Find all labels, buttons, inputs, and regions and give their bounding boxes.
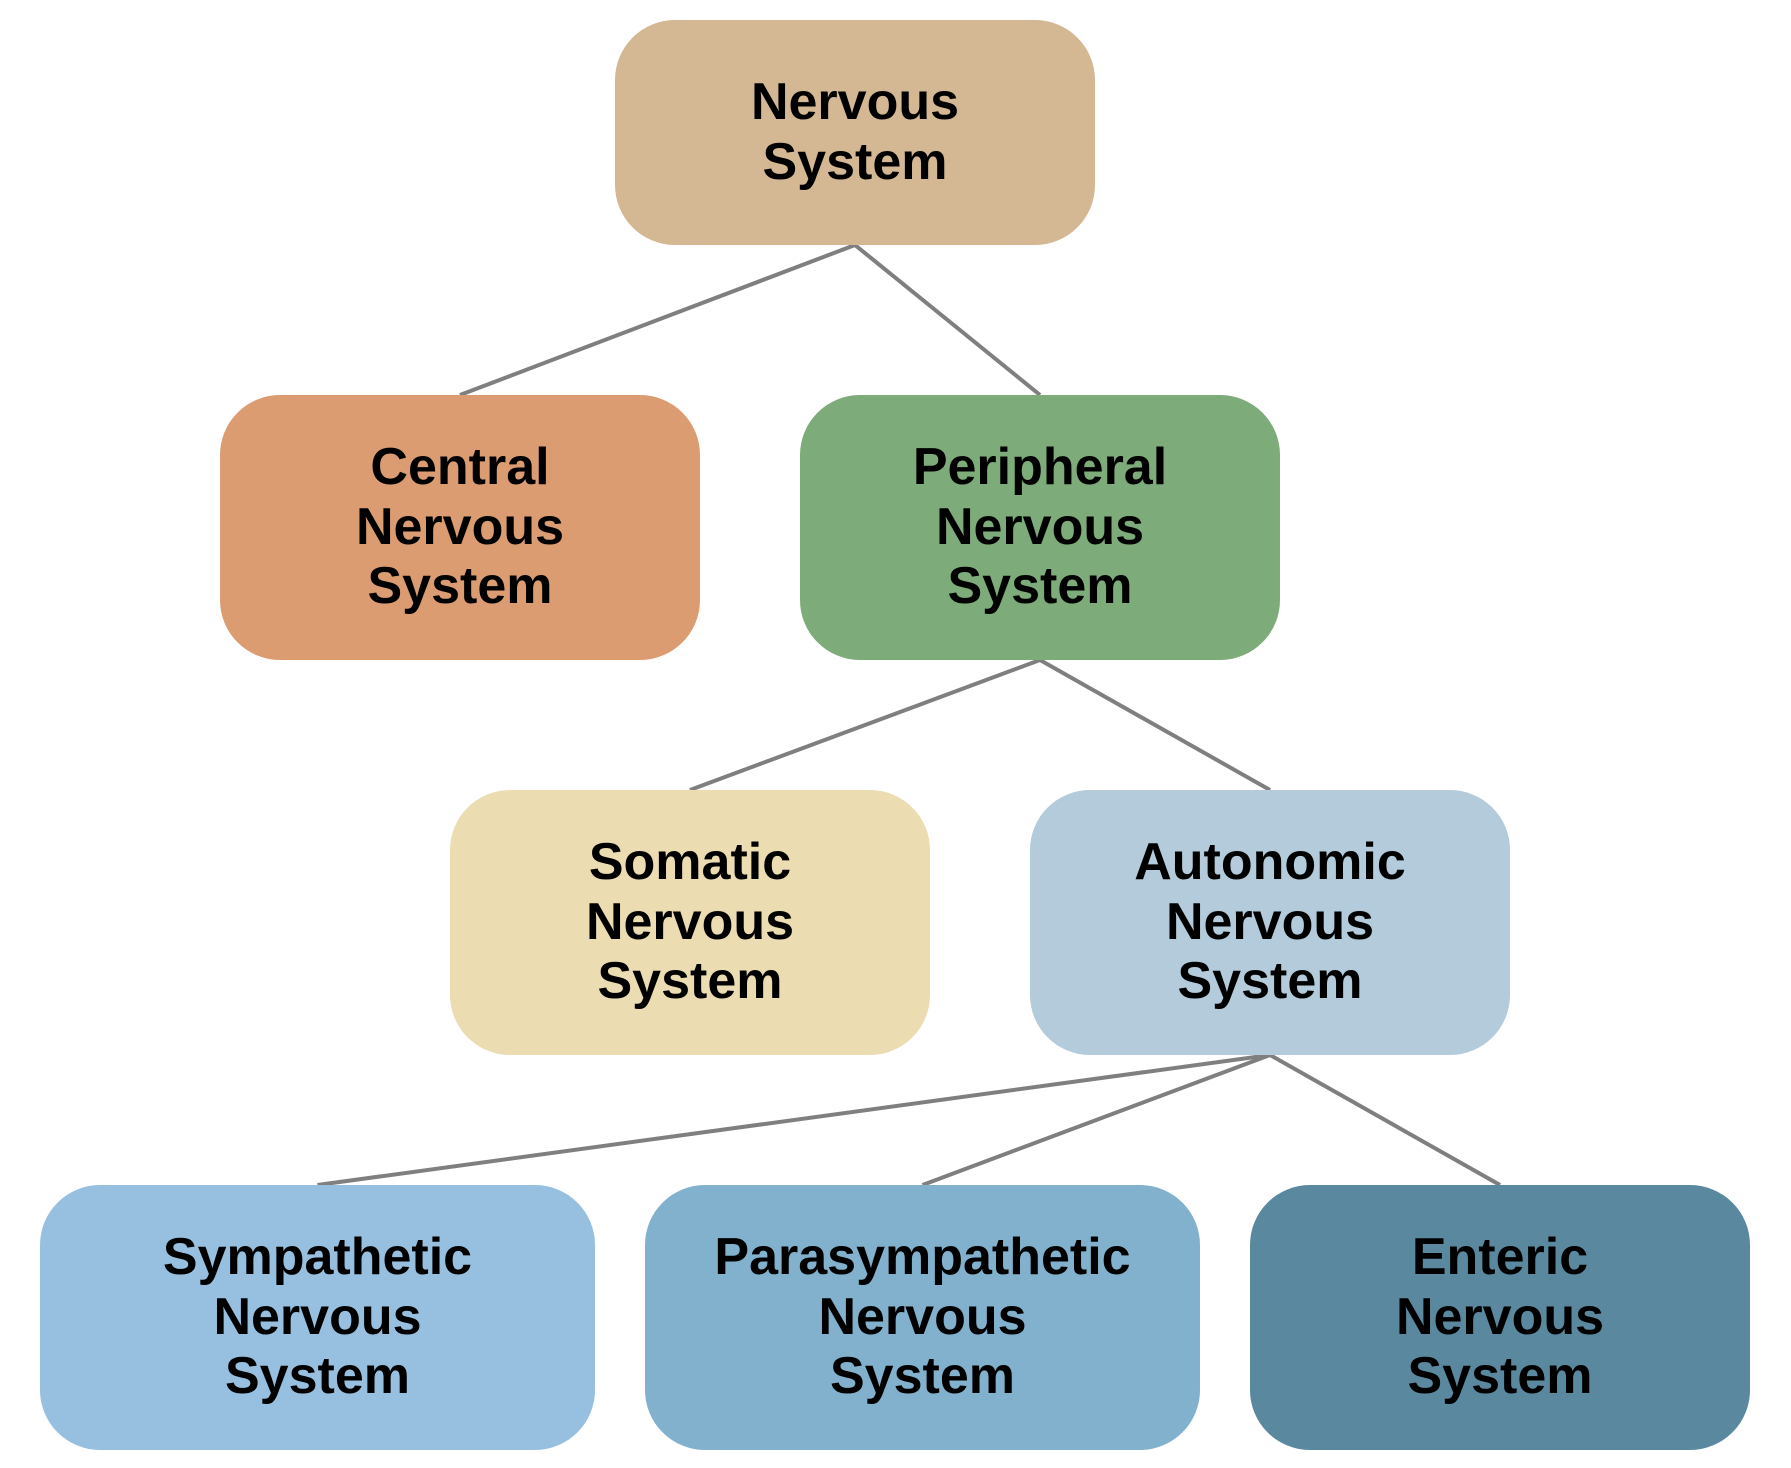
- node-autonomic: Autonomic Nervous System: [1030, 790, 1510, 1055]
- node-nervous: Nervous System: [615, 20, 1095, 245]
- node-peripheral: Peripheral Nervous System: [800, 395, 1280, 660]
- edge-peripheral-somatic: [690, 660, 1040, 790]
- edge-peripheral-autonomic: [1040, 660, 1270, 790]
- edge-nervous-peripheral: [855, 245, 1040, 395]
- diagram-canvas: Nervous System Central Nervous System Peri…: [0, 0, 1791, 1468]
- edge-nervous-central: [460, 245, 855, 395]
- edge-autonomic-enteric: [1270, 1055, 1500, 1185]
- node-somatic: Somatic Nervous System: [450, 790, 930, 1055]
- edge-autonomic-sympathetic: [318, 1055, 1271, 1185]
- node-sympathetic: Sympathetic Nervous System: [40, 1185, 595, 1450]
- node-central: Central Nervous System: [220, 395, 700, 660]
- node-enteric: Enteric Nervous System: [1250, 1185, 1750, 1450]
- node-parasympathetic: Parasympathetic Nervous System: [645, 1185, 1200, 1450]
- edge-autonomic-parasympathetic: [923, 1055, 1271, 1185]
